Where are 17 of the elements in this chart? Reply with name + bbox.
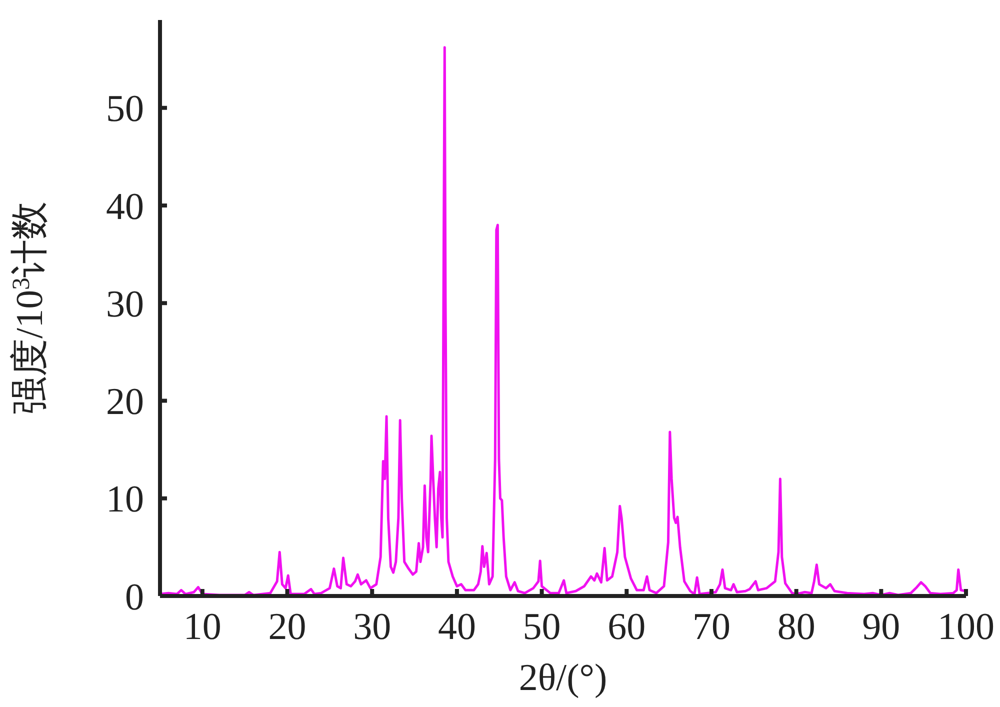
y-tick-label: 10 bbox=[106, 478, 144, 521]
x-tick-label: 10 bbox=[183, 606, 222, 648]
x-axis-title: 2θ/(°) bbox=[518, 657, 608, 699]
x-tick-label: 60 bbox=[608, 606, 646, 648]
x-tick-label: 100 bbox=[938, 606, 994, 648]
x-tick-label: 70 bbox=[692, 606, 730, 648]
y-tick-label: 20 bbox=[106, 381, 144, 424]
x-tick-label: 80 bbox=[777, 606, 816, 648]
x-tick-label: 30 bbox=[353, 606, 392, 648]
y-tick-label: 0 bbox=[125, 576, 144, 618]
y-tick-label: 30 bbox=[106, 283, 144, 326]
x-tick-label: 20 bbox=[268, 606, 306, 648]
y-tick-label: 50 bbox=[106, 88, 144, 130]
x-tick-label: 90 bbox=[862, 606, 900, 648]
x-tick-label: 50 bbox=[522, 606, 561, 648]
x-tick-label: 40 bbox=[438, 606, 476, 648]
y-tick-label: 40 bbox=[106, 186, 144, 228]
